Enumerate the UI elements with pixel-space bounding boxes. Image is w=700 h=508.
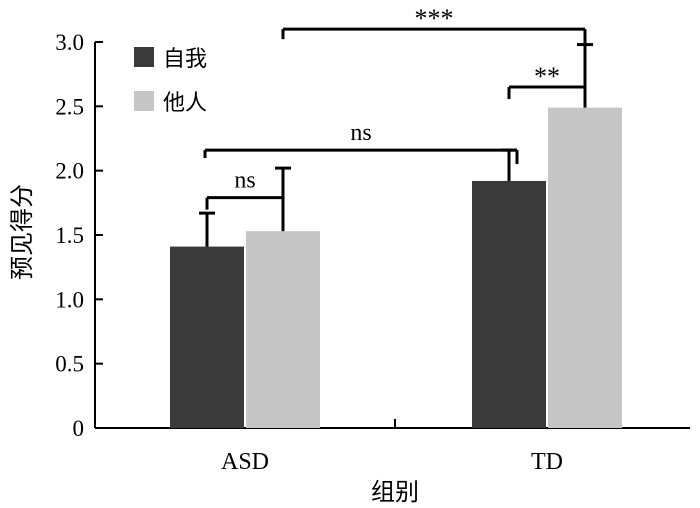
bar-asd-other: [246, 231, 320, 428]
y-tick-label: 1.0: [55, 287, 84, 312]
x-axis-title: 组别: [371, 478, 419, 506]
y-tick-label: 2.5: [55, 94, 84, 119]
significance-label: ns: [350, 120, 371, 146]
x-tick-label: ASD: [221, 449, 269, 475]
y-tick-label: 0: [73, 416, 85, 441]
bar-td-other: [548, 107, 622, 429]
bar-td-self: [472, 180, 546, 428]
y-tick-label: 0.5: [55, 352, 84, 377]
legend-label-self: 自我: [163, 47, 207, 72]
y-tick-label: 1.5: [55, 223, 84, 248]
significance-label: ns: [234, 168, 255, 194]
x-tick-label: TD: [531, 449, 563, 475]
y-tick-label: 3.0: [55, 30, 84, 55]
bar-asd-self: [170, 246, 244, 428]
y-tick-label: 2.0: [55, 159, 84, 184]
significance-label: **: [534, 62, 560, 91]
y-axis-title: 预见得分: [8, 184, 36, 280]
legend-swatch-self: [134, 47, 154, 67]
legend-label-other: 他人: [163, 91, 207, 116]
legend-swatch-other: [134, 91, 154, 111]
significance-label: ***: [415, 4, 454, 33]
